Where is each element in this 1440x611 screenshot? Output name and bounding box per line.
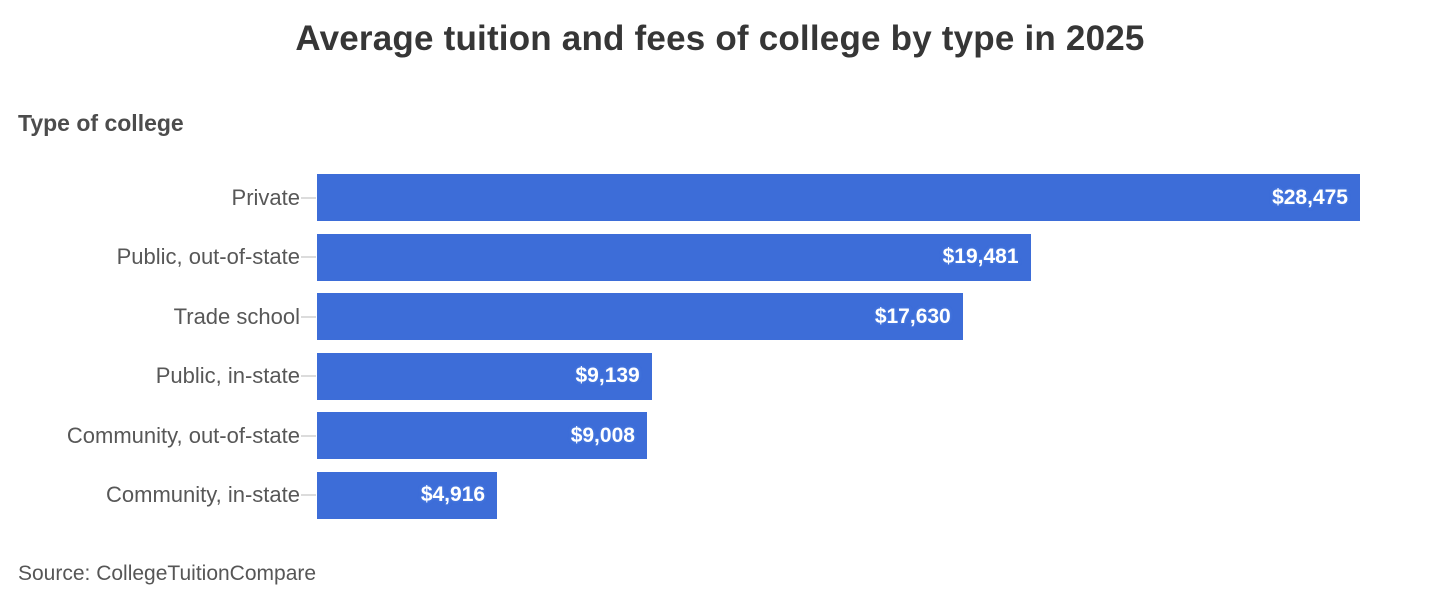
bar-track: $19,481 (317, 233, 1360, 281)
bar-track: $17,630 (317, 293, 1360, 341)
category-label: Community, out-of-state (66, 422, 300, 448)
chart-title: Average tuition and fees of college by t… (295, 19, 1145, 58)
value-label: $9,139 (575, 364, 640, 388)
source-note: Source: CollegeTuitionCompare (18, 562, 317, 585)
category-label: Private (231, 184, 300, 210)
bar-chart: Private $28,475 Public, out-of-state $19… (0, 168, 1440, 525)
category-label: Trade school (173, 303, 300, 329)
chart-row: Community, out-of-state $9,008 (0, 406, 1440, 466)
value-label: $19,481 (942, 245, 1019, 269)
bar: $9,139 (317, 352, 652, 400)
chart-row: Trade school $17,630 (0, 287, 1440, 347)
category-label: Public, out-of-state (116, 244, 300, 270)
axis-tick (301, 196, 316, 199)
category-label: Public, in-state (155, 363, 300, 389)
bar-track: $4,916 (317, 471, 1360, 519)
axis-tick (301, 256, 316, 259)
bar: $19,481 (317, 233, 1031, 281)
value-label: $28,475 (1272, 185, 1348, 209)
axis-tick (301, 494, 316, 497)
value-label: $17,630 (874, 304, 951, 328)
axis-tick (301, 315, 316, 318)
value-label: $4,916 (420, 483, 486, 507)
value-label: $9,008 (570, 423, 635, 447)
bar-track: $9,139 (317, 352, 1360, 400)
category-label: Community, in-state (106, 482, 300, 508)
bar-track: $9,008 (317, 412, 1360, 460)
bar: $17,630 (317, 293, 963, 341)
chart-row: Private $28,475 (0, 168, 1440, 228)
axis-tick (301, 375, 316, 378)
bar: $4,916 (317, 471, 498, 519)
y-axis-title: Type of college (18, 110, 184, 136)
chart-row: Public, in-state $9,139 (0, 347, 1440, 407)
chart-row: Public, out-of-state $19,481 (0, 228, 1440, 288)
bar: $9,008 (317, 412, 647, 460)
chart-row: Community, in-state $4,916 (0, 466, 1440, 526)
axis-tick (301, 434, 316, 437)
bar: $28,475 (317, 174, 1360, 222)
bar-track: $28,475 (317, 174, 1360, 222)
